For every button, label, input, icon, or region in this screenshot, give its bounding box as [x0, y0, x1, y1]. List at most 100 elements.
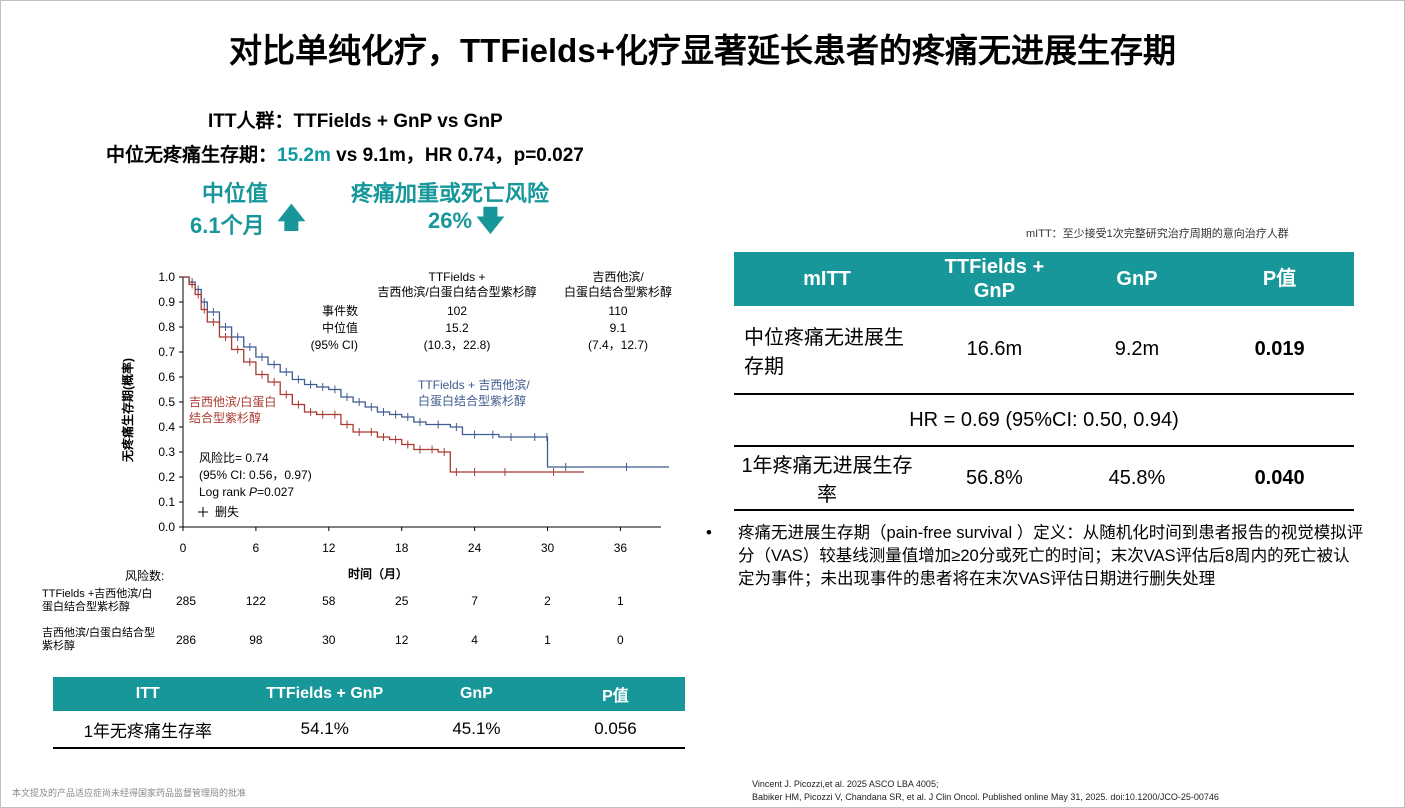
slide-title: 对比单纯化疗，TTFields+化疗显著延长患者的疼痛无进展生存期	[229, 32, 1176, 69]
y-tick-label: 0.8	[158, 320, 175, 334]
stats-row-label: 中位值	[322, 320, 358, 335]
y-tick-label: 0.0	[158, 520, 175, 534]
mitt-cell: 56.8%	[920, 446, 1069, 511]
risk-cell: 1	[617, 594, 624, 608]
risk-row-label: 蛋白结合型紫杉醇	[42, 599, 130, 613]
stats-cell: 15.2	[445, 321, 469, 335]
footnotes: Vincent J. Picozzi,et al. 2025 ASCO LBA …	[752, 778, 1219, 804]
arrow-up-icon: 🡅	[277, 202, 306, 233]
itt-header-1: TTFields + GnP	[242, 677, 407, 711]
callout-risk-value: 26%	[428, 208, 473, 233]
itt-table: ITT TTFields + GnP GnP P值 1年无疼痛生存率 54.1%…	[53, 677, 685, 749]
x-tick-label: 0	[180, 541, 187, 555]
itt-cell: 54.1%	[242, 711, 407, 749]
stats-cell: 9.1	[610, 321, 627, 335]
km-series-line-1	[183, 276, 584, 473]
mitt-cell: 中位疼痛无进展生存期	[734, 306, 920, 395]
x-tick-label: 6	[253, 541, 260, 555]
stats-cell: 110	[608, 304, 627, 318]
callout-median-value: 6.1个月	[190, 213, 265, 238]
stats-col-header: TTFields +	[428, 270, 485, 284]
footnote-2: Babiker HM, Picozzi V, Chandana SR, et a…	[752, 792, 1219, 802]
y-tick-label: 0.2	[158, 470, 175, 484]
mitt-header-2: GnP	[1068, 252, 1206, 306]
itt-cell: 1年无疼痛生存率	[53, 711, 243, 749]
stats-col-header: 吉西他滨/	[592, 269, 644, 284]
censor-legend-icon	[198, 507, 208, 517]
x-axis-label: 时间（月）	[348, 566, 408, 581]
itt-header-2: GnP	[406, 677, 546, 711]
x-tick-label: 36	[614, 541, 628, 555]
hr-line1: 风险比= 0.74	[199, 450, 269, 465]
gnp-series-label: 结合型紫杉醇	[189, 410, 261, 425]
ttf-series-label: TTFields + 吉西他滨/	[418, 377, 530, 392]
risk-cell: 12	[395, 633, 409, 647]
mitt-cell: 0.019	[1205, 306, 1354, 395]
y-axis-label: 无疼痛生存期(概率)	[120, 358, 135, 463]
risk-row-label: TTFields +吉西他滨/白	[42, 586, 152, 600]
median-subtitle: 中位无疼痛生存期：15.2m vs 9.1m，HR 0.74，p=0.027	[106, 140, 584, 167]
median-highlight: 15.2m	[277, 145, 331, 166]
y-tick-label: 0.6	[158, 370, 175, 384]
itt-header-3: P值	[545, 677, 685, 711]
x-tick-label: 18	[395, 541, 409, 555]
x-tick-label: 30	[541, 541, 555, 555]
footnote-1: Vincent J. Picozzi,et al. 2025 ASCO LBA …	[752, 779, 939, 789]
y-tick-label: 0.9	[158, 295, 175, 309]
hr-line2: (95% CI: 0.56，0.97)	[199, 468, 312, 482]
x-tick-label: 24	[468, 541, 482, 555]
callout-risk-label: 疼痛加重或死亡风险	[350, 181, 549, 206]
mitt-row-median: 中位疼痛无进展生存期 16.6m 9.2m 0.019	[734, 306, 1354, 395]
censor-legend-label: 删失	[215, 504, 239, 519]
km-series	[183, 276, 669, 476]
callout-median: 中位值	[180, 176, 290, 208]
stats-row-label: (95% CI)	[311, 338, 358, 352]
mitt-note: mITT：至少接受1次完整研究治疗周期的意向治疗人群	[1026, 228, 1289, 240]
risk-cell: 58	[322, 594, 336, 608]
callout-median-label: 中位值	[201, 181, 268, 206]
stats-col-header: 吉西他滨/白蛋白结合型紫杉醇	[377, 284, 536, 299]
median-prefix: 中位无疼痛生存期：	[106, 145, 278, 166]
itt-subtitle: ITT人群：TTFields + GnP vs GnP	[208, 111, 503, 132]
definition-text: 疼痛无进展生存期（pain-free survival ）定义：从随机化时间到患…	[738, 524, 1364, 588]
stats-cell: 102	[447, 304, 467, 318]
risk-table-title: 风险数:	[125, 568, 164, 583]
median-rest: vs 9.1m，HR 0.74，p=0.027	[330, 145, 584, 166]
x-tick-label: 12	[322, 541, 336, 555]
disclaimer: 本文提及的产品适应症尚未经得国家药品监督管理局的批准	[12, 788, 247, 798]
mitt-header-3: P值	[1205, 252, 1354, 306]
risk-row-label: 吉西他滨/白蛋白结合型	[42, 625, 155, 639]
risk-cell: 7	[471, 594, 478, 608]
mitt-cell: 9.2m	[1068, 306, 1206, 395]
risk-cell: 0	[617, 633, 624, 647]
mitt-cell: 16.6m	[920, 306, 1069, 395]
risk-cell: 285	[176, 594, 196, 608]
mitt-cell: 45.8%	[1068, 446, 1206, 511]
mitt-row-rate: 1年疼痛无进展生存率 56.8% 45.8% 0.040	[734, 446, 1354, 511]
y-tick-label: 1.0	[158, 270, 175, 284]
mitt-cell: 0.040	[1205, 446, 1354, 511]
mitt-header-row: mITT TTFields + GnP GnP P值	[734, 252, 1354, 306]
itt-header-0: ITT	[53, 677, 243, 711]
stats-cell: (10.3，22.8)	[424, 338, 491, 352]
gnp-series-label: 吉西他滨/白蛋白	[189, 394, 276, 409]
y-tick-label: 0.3	[158, 445, 175, 459]
hr-line3: Log rank P=0.027	[199, 485, 294, 499]
y-tick-label: 0.1	[158, 495, 175, 509]
risk-cell: 25	[395, 594, 409, 608]
arrow-down-icon: 🡇	[476, 205, 505, 236]
ttf-series-label: 白蛋白结合型紫杉醇	[418, 393, 526, 408]
risk-cell: 4	[471, 633, 478, 647]
mitt-table: mITT TTFields + GnP GnP P值 中位疼痛无进展生存期 16…	[734, 252, 1354, 511]
definition-bullet: •	[706, 524, 712, 542]
km-axes: 0.0 0.1 0.2 0.3 0.4 0.5 0.6 0.7 0.8 0.9 1.0 0 6 12 18 2…	[120, 270, 661, 581]
stats-cell: (7.4，12.7)	[588, 338, 648, 352]
mitt-hr-cell: HR = 0.69 (95%CI: 0.50, 0.94)	[734, 394, 1354, 447]
risk-cell: 1	[544, 633, 551, 647]
callout-risk: 疼痛加重或死亡风险	[340, 176, 560, 208]
risk-cell: 122	[246, 594, 266, 608]
risk-cell: 30	[322, 633, 336, 647]
y-tick-label: 0.5	[158, 395, 175, 409]
